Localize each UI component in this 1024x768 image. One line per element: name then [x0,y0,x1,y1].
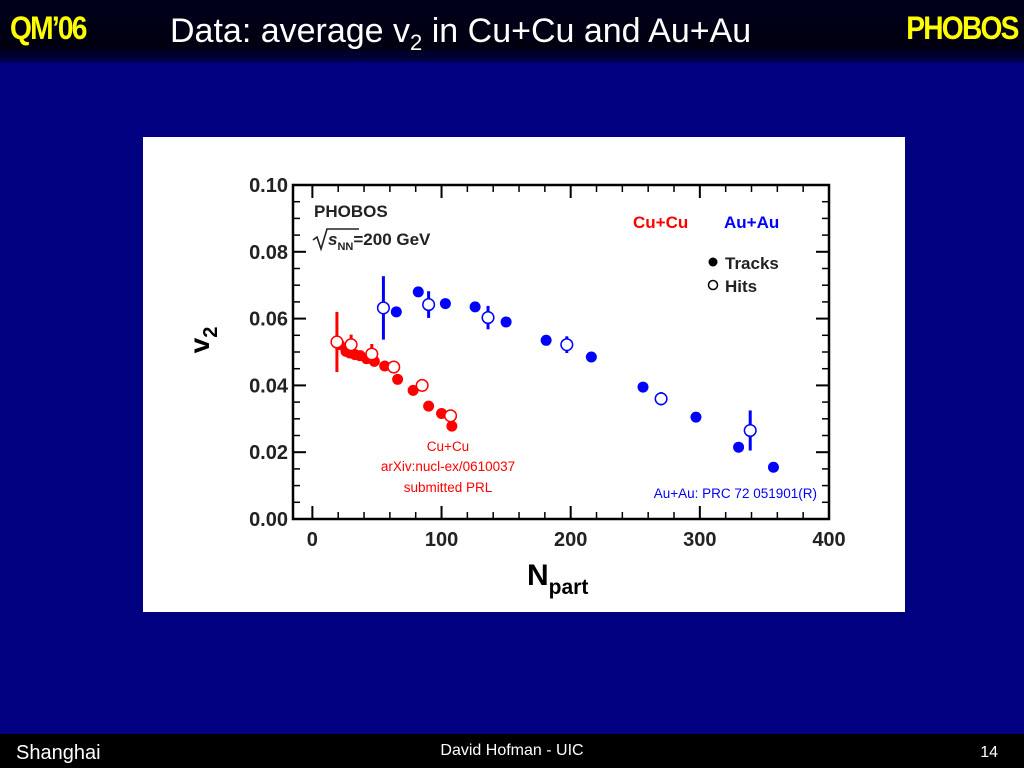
cucu-hits-point [330,335,344,349]
cucu-ref-line-3: submitted PRL [404,480,493,495]
y-tick-label: 0.02 [249,442,288,464]
title-bar: QM’06 Data: average v2 in Cu+Cu and Au+A… [0,0,1024,62]
v2-vs-npart-chart: 0.00 0.02 0.04 0.06 0.08 0.10 0 100 200 300 400 v2… [184,175,846,599]
page-number: 14 [980,744,998,761]
auau-hits-point [560,338,574,352]
legend-energy: sNN=200 GeV [328,230,431,253]
legend-experiment: PHOBOS [314,202,388,221]
x-tick-label: 100 [425,529,458,551]
auau-tracks-point [637,381,649,393]
auau-tracks-point [540,334,552,346]
x-tick-label: 200 [554,529,587,551]
cucu-tracks-point [407,384,419,396]
auau-tracks-point [412,286,424,298]
cucu-tracks-point [446,420,458,432]
legend-hits-marker [707,279,719,291]
y-tick-label: 0.08 [249,242,288,264]
x-tick-label: 300 [683,529,716,551]
legend-cucu: Cu+Cu [633,213,688,232]
conference-label: QM’06 [10,10,87,46]
auau-tracks-point [767,461,779,473]
auau-hits-point [481,311,495,325]
data-marks [330,276,779,473]
experiment-label: PHOBOS [906,10,1020,46]
cucu-hits-point [344,338,358,352]
footer-location: Shanghai [16,742,101,764]
auau-tracks-point [390,306,402,318]
title-subscript: 2 [410,29,423,55]
x-axis-label: Npart [527,559,588,599]
sqrt-symbol [312,228,359,252]
auau-tracks-point [733,441,745,453]
legend-tracks: Tracks [725,254,779,273]
y-tick-label: 0.00 [249,509,288,531]
cucu-tracks-point [423,400,435,412]
cucu-hits-point [387,360,401,374]
axis-ticks: 0.00 0.02 0.04 0.06 0.08 0.10 0 100 200 300 400 [249,175,846,551]
chart-figure: 0.00 0.02 0.04 0.06 0.08 0.10 0 100 200 300 400 v2… [143,137,905,612]
cucu-tracks-point [392,373,404,385]
footer-author: David Hofman - UIC [440,742,584,759]
slide-title: Data: average v2 in Cu+Cu and Au+Au [170,12,751,56]
legend-hits: Hits [725,277,757,296]
auau-tracks-point [500,316,512,328]
auau-tracks-point [469,301,481,313]
auau-reference: Au+Au: PRC 72 051901(R) [654,486,817,501]
title-main: Data: average v [170,12,411,50]
legend-auau: Au+Au [724,213,779,232]
auau-hits-point [422,298,436,312]
x-tick-label: 0 [307,529,318,551]
title-rest: in Cu+Cu and Au+Au [422,12,752,50]
footer-bar: Shanghai David Hofman - UIC 14 [0,734,1024,768]
cucu-hits-point [444,409,458,423]
cucu-hits-point [365,347,379,361]
auau-hits-point [376,301,390,315]
cucu-ref-line-2: arXiv:nucl-ex/0610037 [381,459,515,474]
auau-hits-point [743,423,757,438]
y-axis-label: v2 [184,327,222,354]
auau-tracks-point [439,298,451,310]
auau-tracks-point [690,411,702,423]
legend-tracks-marker [708,257,718,267]
cucu-ref-line-1: Cu+Cu [427,439,469,454]
legend: PHOBOS sNN=200 GeV Cu+Cu Au+Au Tracks Hi… [312,202,779,296]
cucu-hits-point [415,378,429,392]
y-tick-label: 0.06 [249,309,288,331]
cucu-reference: Cu+Cu arXiv:nucl-ex/0610037 submitted PR… [381,439,515,495]
y-tick-label: 0.04 [249,375,289,397]
auau-tracks-point [585,351,597,363]
auau-hits-point [654,392,668,406]
x-tick-label: 400 [812,529,845,551]
y-tick-label: 0.10 [249,175,288,197]
